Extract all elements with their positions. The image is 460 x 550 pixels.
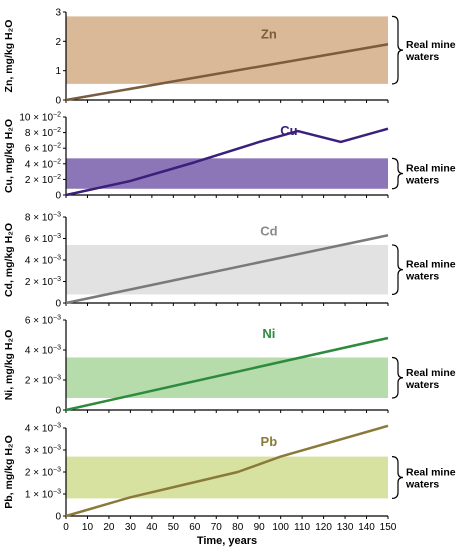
series-line-ni [65,336,389,412]
y-tick-label-ni: 0 [55,406,61,417]
brace-cu [391,157,404,190]
y-tick-label-zn: 2 [55,37,61,48]
series-line-zn [65,43,389,102]
y-tick-label-cd: 8 × 10−3 [25,212,61,224]
y-tick-label-zn: 1 [55,66,61,77]
x-tick-label: 80 [232,522,244,533]
x-tick-label: 110 [294,522,310,533]
x-tick-label: 140 [358,522,375,533]
y-tick-label-pb: 3 × 10−3 [25,445,61,457]
brace-zn [391,15,404,85]
series-label-zn: Zn [261,26,277,41]
y-tick-label-zn: 0 [55,96,61,107]
x-axis-label: Time, years [197,535,257,547]
brace-pb [391,456,404,499]
x-tick-label: 20 [103,522,115,533]
x-tick-label: 0 [63,522,69,533]
x-tick-label: 50 [168,522,180,533]
series-label-cd: Cd [260,223,277,238]
y-tick-label-cu: 6 × 10−2 [25,143,61,155]
panel-zn: 0 1 2 3 Zn, mg/kg H₂O Zn Real mine waters [3,8,456,107]
series-label-cu: Cu [280,123,297,138]
x-tick-label: 30 [125,522,137,533]
y-tick-label-cu: 10 × 10−2 [19,112,61,124]
series-line-cu [65,127,389,197]
x-tick-label: 60 [189,522,201,533]
y-tick-label-zn: 3 [55,8,61,19]
y-tick-label-cu: 2 × 10−2 [25,174,61,186]
band-label-zn: Real mine waters [405,39,456,63]
y-axis-label-zn: Zn, mg/kg H₂O [3,20,15,93]
panel-ni: 0 2 × 10−3 4 × 10−3 6 × 10−3 Ni, mg/kg H₂O Ni… [3,315,456,417]
panel-cu: 0 2 × 10−2 4 × 10−2 6 × 10−2 8 × 10−2 10 × 10… [3,112,456,202]
band-zn [66,16,388,84]
y-tick-label-cu: 8 × 10−2 [25,127,61,139]
panel-cd: 0 2 × 10−3 4 × 10−3 6 × 10−3 8 × 10−3 Cd, mg/… [3,212,456,310]
y-axis-label-pb: Pb, mg/kg H₂O [3,435,15,509]
y-tick-label-ni: 2 × 10−3 [25,375,61,387]
band-label-ni: Real mine waters [405,367,456,391]
x-tick-label: 100 [272,522,289,533]
y-tick-label-cu: 0 [55,191,61,202]
y-axis-label-ni: Ni, mg/kg H₂O [3,330,15,401]
y-axis-label-cd: Cd, mg/kg H₂O [3,223,15,297]
x-tick-label: 150 [380,522,397,533]
series-line-pb [65,424,389,518]
x-tick-label: 90 [254,522,266,533]
x-tick-label: 130 [337,522,354,533]
y-tick-label-pb: 0 [55,512,61,523]
band-pb [66,456,388,499]
x-tick-label: 70 [211,522,223,533]
y-tick-label-cd: 0 [55,299,61,310]
band-label-cd: Real mine waters [405,259,456,283]
y-tick-label-cd: 6 × 10−3 [25,233,61,245]
y-tick-label-pb: 1 × 10−3 [25,489,61,501]
series-label-pb: Pb [261,434,278,449]
y-tick-label-ni: 6 × 10−3 [25,315,61,327]
series-label-ni: Ni [262,326,275,341]
band-label-cu: Real mine waters [405,163,456,187]
y-tick-label-cd: 2 × 10−3 [25,276,61,288]
panel-pb: 0 1 × 10−3 2 × 10−3 3 × 10−3 4 × 10−3 Pb, mg/… [3,423,456,523]
x-tick-label: 10 [82,522,94,533]
y-tick-label-pb: 4 × 10−3 [25,423,61,435]
y-axis-label-cu: Cu, mg/kg H₂O [3,119,15,193]
series-line-cd [65,234,389,305]
brace-cd [391,244,404,295]
y-tick-label-cu: 4 × 10−2 [25,158,61,170]
brace-ni [391,356,404,399]
y-tick-label-pb: 2 × 10−3 [25,467,61,479]
x-tick-label: 40 [146,522,158,533]
y-tick-label-ni: 4 × 10−3 [25,345,61,357]
y-tick-label-cd: 4 × 10−3 [25,255,61,267]
band-ni [66,357,388,398]
band-label-pb: Real mine waters [405,467,456,491]
x-tick-label: 120 [315,522,332,533]
